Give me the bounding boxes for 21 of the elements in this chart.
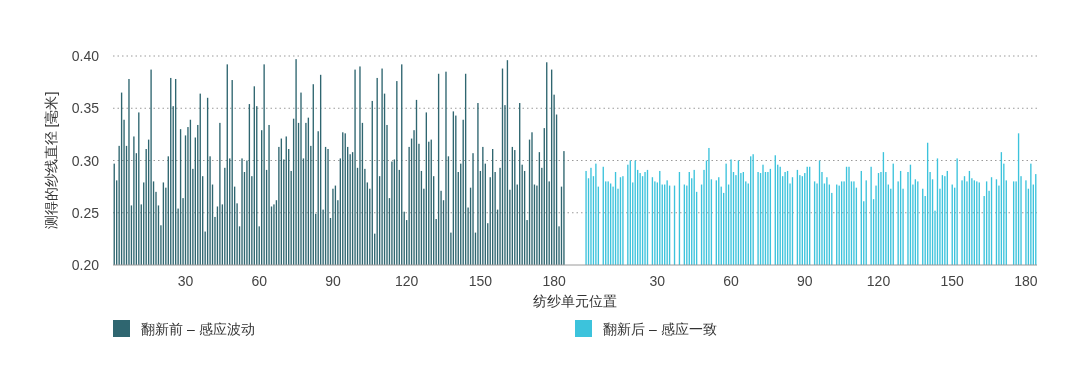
x-tick-label: 90: [325, 273, 341, 289]
y-tick-label: 0.20: [71, 257, 100, 273]
x-axis-title: 纺纱单元位置: [533, 293, 617, 309]
y-tick-label: 0.35: [71, 100, 100, 117]
x-tick-label: 180: [542, 273, 566, 289]
x-tick-label: 60: [251, 273, 268, 289]
x-tick-label: 30: [177, 273, 194, 289]
y-axis-title: 测得的纱线直径 [毫米]: [43, 91, 59, 230]
x-tick-label: 30: [649, 273, 666, 289]
x-tick-label: 150: [468, 273, 493, 289]
y-tick-label: 0.30: [71, 152, 100, 169]
x-tick-label: 90: [796, 273, 813, 289]
x-tick-label: 60: [723, 273, 740, 289]
y-tick-label: 0.25: [71, 204, 100, 221]
x-tick-label: 180: [1014, 273, 1038, 289]
y-tick-label: 0.40: [71, 48, 100, 64]
x-tick-label: 150: [940, 273, 965, 289]
legend-label: 翻新后 – 感应一致: [603, 321, 717, 337]
legend-label: 翻新前 – 感应波动: [141, 321, 255, 337]
x-tick-label: 120: [394, 273, 419, 289]
x-tick-label: 120: [866, 273, 891, 289]
